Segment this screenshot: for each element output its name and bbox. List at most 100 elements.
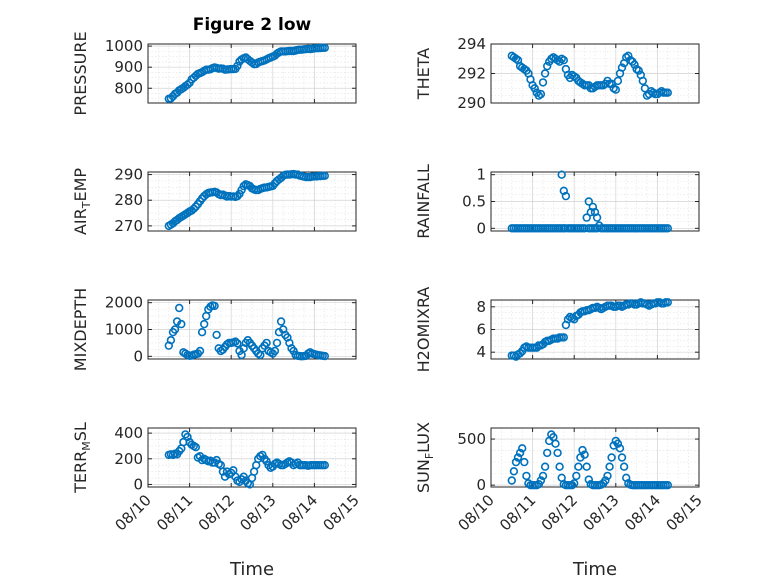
- data-series: [164, 301, 329, 361]
- data-point: [551, 439, 560, 448]
- y-axis-label: THETA: [414, 48, 433, 100]
- data-point: [663, 481, 672, 490]
- data-point: [540, 69, 550, 78]
- data-point: [663, 88, 672, 97]
- y-tick-label: 6: [476, 321, 486, 339]
- x-tick-label: 08/11: [496, 491, 539, 534]
- data-point: [511, 457, 521, 467]
- y-tick-label: 0: [133, 347, 143, 365]
- y-axis-label: SUNFLUX: [414, 422, 436, 493]
- data-point: [584, 475, 593, 484]
- data-point: [613, 439, 623, 448]
- data-point: [233, 61, 242, 71]
- data-point: [166, 94, 176, 103]
- data-point: [663, 298, 672, 307]
- data-point: [272, 338, 282, 348]
- data-point: [613, 76, 623, 86]
- y-tick-label: 1000: [105, 321, 143, 339]
- y-axis-label: MIXDEPTH: [71, 288, 90, 371]
- data-point: [592, 213, 602, 222]
- y-axis-label: AIRTEMP: [71, 168, 93, 235]
- data-series: [507, 170, 672, 233]
- axes-frame: [147, 171, 357, 232]
- x-tick-label: 08/13: [236, 491, 279, 534]
- y-tick-label: 0.5: [462, 193, 486, 211]
- data-point: [175, 303, 184, 313]
- data-point: [560, 224, 570, 233]
- y-tick-label: 4: [476, 343, 486, 361]
- data-point: [197, 328, 207, 337]
- y-tick-label: 900: [114, 58, 143, 76]
- x-tick-label: 08/14: [621, 491, 664, 534]
- data-point: [231, 337, 240, 346]
- data-point: [617, 63, 627, 72]
- data-point: [210, 301, 219, 311]
- data-point: [166, 336, 176, 345]
- data-point: [540, 462, 550, 471]
- data-point: [522, 471, 531, 481]
- data-point: [276, 317, 286, 326]
- x-tick-label: 08/10: [455, 491, 498, 534]
- data-point: [320, 171, 329, 181]
- y-tick-label: 294: [457, 35, 486, 53]
- y-tick-label: 800: [114, 79, 143, 97]
- data-series: [507, 51, 672, 100]
- subplot-top-left: 800 900 1000 PRESSURE: [71, 31, 357, 116]
- data-point: [592, 224, 602, 233]
- axes-frame: [147, 43, 357, 104]
- data-point: [580, 450, 589, 459]
- data-series: [507, 430, 672, 490]
- y-tick-label: 8: [476, 298, 486, 316]
- y-tick-label: 0: [476, 219, 486, 237]
- data-point: [195, 346, 205, 356]
- data-point: [542, 448, 552, 458]
- y-tick-label: 2000: [105, 294, 143, 312]
- x-axis-label-left: Time: [229, 559, 274, 580]
- data-point: [555, 462, 564, 471]
- data-point: [605, 462, 614, 471]
- data-series: [164, 43, 329, 104]
- data-point: [183, 432, 192, 442]
- figure-title: Figure 2 low: [193, 15, 312, 35]
- data-point: [617, 453, 627, 462]
- y-tick-label: 1000: [105, 37, 143, 55]
- data-point: [619, 462, 629, 471]
- y-tick-label: 280: [114, 191, 143, 209]
- data-point: [270, 346, 280, 356]
- x-tick-label: 08/11: [153, 491, 196, 534]
- data-point: [233, 191, 242, 201]
- data-point: [601, 476, 610, 485]
- data-point: [530, 84, 539, 93]
- y-tick-label: 290: [457, 94, 486, 112]
- data-point: [553, 448, 562, 458]
- x-tick-label: 08/13: [579, 491, 622, 534]
- data-point: [517, 444, 527, 453]
- data-point: [615, 444, 625, 453]
- x-tick-label: 08/15: [320, 491, 363, 534]
- x-tick-label: 08/12: [538, 491, 581, 534]
- y-tick-label: 290: [114, 166, 143, 184]
- data-point: [574, 462, 583, 471]
- data-point: [638, 76, 647, 86]
- y-tick-label: 292: [457, 65, 486, 83]
- data-point: [611, 85, 620, 94]
- data-point: [559, 55, 568, 65]
- data-series: [164, 169, 329, 231]
- x-tick-label: 08/15: [663, 491, 706, 534]
- x-tick-label: 08/10: [112, 491, 155, 534]
- data-point: [582, 462, 591, 471]
- data-point: [507, 476, 516, 485]
- data-series: [164, 430, 329, 489]
- subplot-second-left: 270 280 290 AIRTEMP: [71, 166, 357, 235]
- data-point: [200, 319, 209, 329]
- data-point: [624, 51, 633, 60]
- data-point: [183, 80, 192, 89]
- y-tick-label: 0: [133, 475, 143, 493]
- y-tick-label: 270: [114, 217, 143, 235]
- data-point: [262, 338, 271, 348]
- y-tick-label: 1: [476, 166, 486, 184]
- data-point: [320, 461, 329, 470]
